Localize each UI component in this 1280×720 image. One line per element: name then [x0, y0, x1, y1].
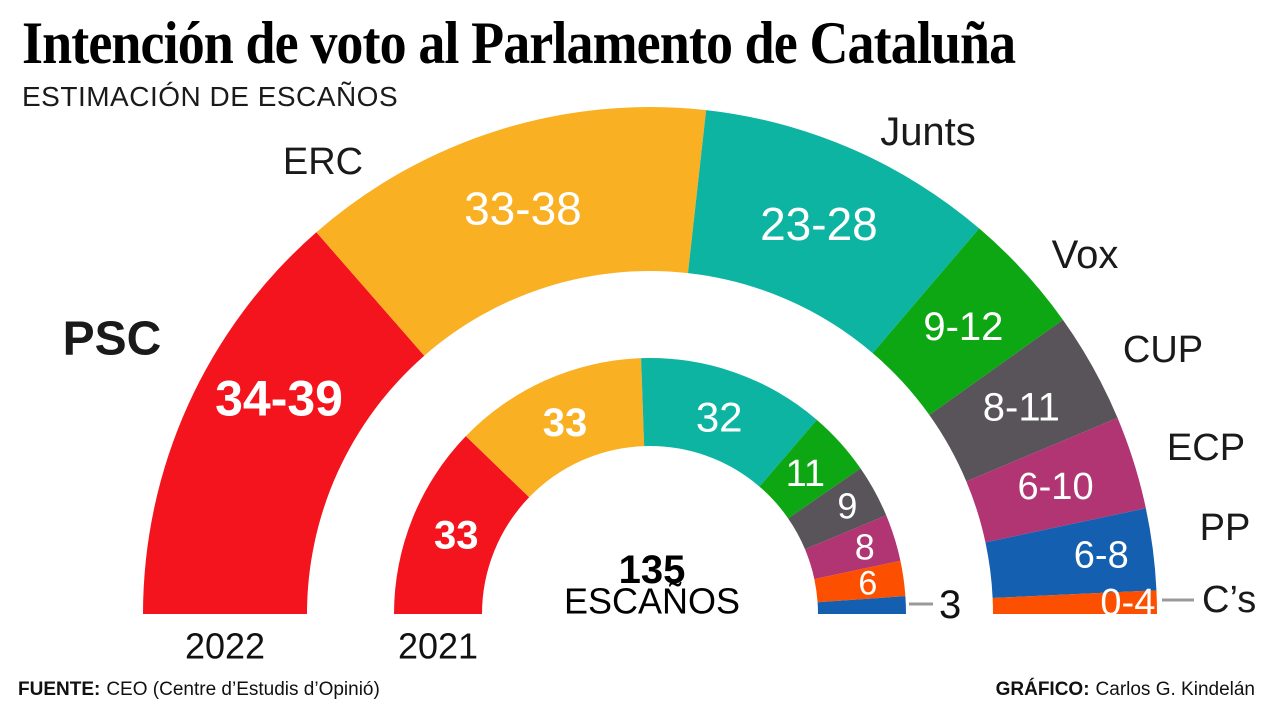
party-label-junts: Junts	[880, 110, 976, 154]
party-label-vox: Vox	[1052, 233, 1119, 277]
party-label-cup: CUP	[1123, 329, 1203, 371]
segment-2022-ecp	[966, 417, 1146, 543]
segment-2021-vox	[759, 419, 861, 519]
credit-label: GRÁFICO:	[995, 679, 1090, 700]
segment-label-2022-erc: 33-38	[464, 182, 582, 234]
source-text: CEO (Centre d’Estudis d’Opinió)	[106, 679, 380, 700]
segment-2022-cs	[992, 590, 1157, 614]
year-label-2021: 2021	[398, 626, 478, 667]
party-label-psc: PSC	[63, 313, 162, 366]
party-label-pp: PP	[1200, 507, 1251, 549]
total-seats-value: 135	[619, 548, 686, 592]
party-label-cs: C’s	[1202, 579, 1256, 621]
segment-2022-psc	[143, 232, 425, 614]
segment-2021-cup	[788, 468, 887, 550]
segment-label-2022-cup: 8-11	[983, 385, 1060, 429]
year-label-2022: 2022	[185, 626, 265, 667]
segment-label-2022-pp: 6-8	[1074, 535, 1129, 577]
chart-subtitle: ESTIMACIÓN DE ESCAÑOS	[22, 81, 399, 112]
segment-label-2021-ecp: 8	[855, 526, 875, 567]
party-label-erc: ERC	[283, 141, 363, 183]
segment-2021-psc	[394, 436, 530, 614]
segment-label-2021-erc: 33	[543, 401, 588, 445]
total-seats-unit: ESCAÑOS	[564, 581, 740, 622]
segment-2021-cs	[814, 560, 906, 603]
party-label-ecp: ECP	[1167, 427, 1245, 469]
segment-label-2021-junts: 32	[696, 393, 743, 440]
segment-2022-junts	[687, 110, 980, 354]
chart-header: Intención de voto al Parlamento de Catal…	[22, 12, 1126, 113]
segment-label-2022-cs: 0-4	[1100, 582, 1155, 624]
segment-label-2022-junts: 23-28	[760, 198, 878, 250]
segment-2021-erc	[465, 358, 645, 498]
chart-title: Intención de voto al Parlamento de Catal…	[22, 10, 1016, 76]
segment-label-2021-vox: 11	[786, 453, 825, 495]
segment-2022-cup	[929, 319, 1118, 482]
segment-2021-ecp	[805, 515, 901, 580]
author-credit: GRÁFICO: Carlos G. Kindelán	[996, 679, 1255, 701]
source-credit: FUENTE: CEO (Centre d’Estudis d’Opinió)	[18, 679, 380, 701]
segment-2021-pp	[817, 596, 906, 614]
segment-label-2021-psc: 33	[434, 514, 479, 558]
segment-2021-junts	[641, 358, 817, 487]
segment-2022-erc	[316, 107, 707, 356]
segment-label-2021-pp: 3	[939, 583, 961, 627]
source-label: FUENTE:	[18, 679, 101, 700]
segment-label-2022-psc: 34-39	[215, 370, 343, 426]
credit-text: Carlos G. Kindelán	[1095, 679, 1255, 700]
segment-label-2022-vox: 9-12	[923, 305, 1003, 349]
segment-2022-vox	[872, 228, 1063, 415]
segment-label-2022-ecp: 6-10	[1018, 466, 1094, 508]
segment-2022-pp	[985, 508, 1157, 598]
segment-label-2021-cs: 6	[858, 564, 877, 602]
segment-label-2021-cup: 9	[837, 486, 857, 527]
